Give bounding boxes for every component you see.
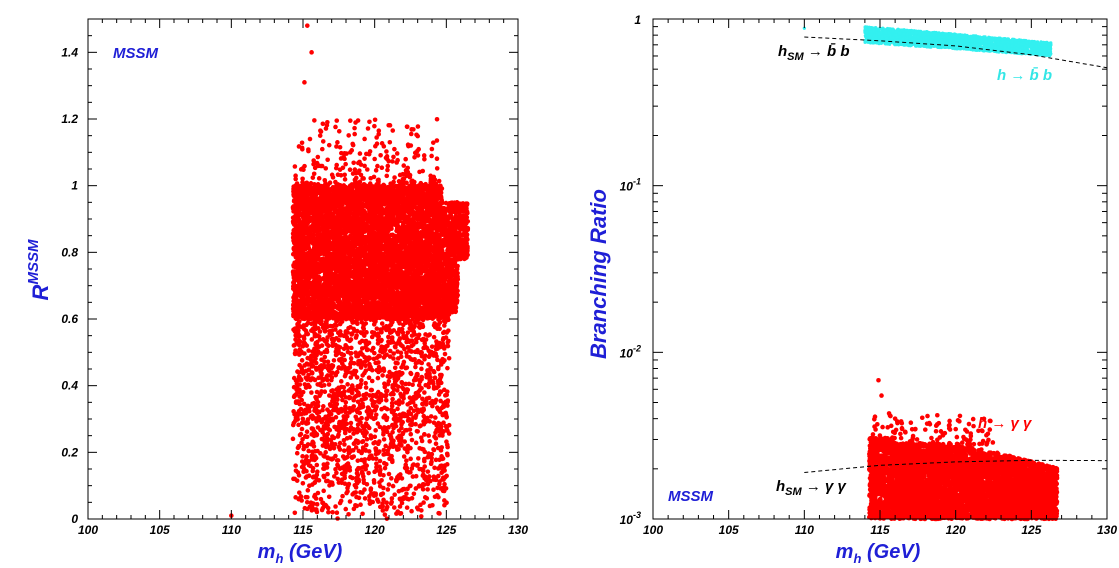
left-scatter-point — [298, 280, 304, 285]
left-chart-panel: 100 105 110 115 120 125 130 00.20.40.60.811.21… — [25, 18, 528, 566]
left-scatter-point — [308, 302, 313, 308]
left-scatter-points — [229, 23, 471, 521]
